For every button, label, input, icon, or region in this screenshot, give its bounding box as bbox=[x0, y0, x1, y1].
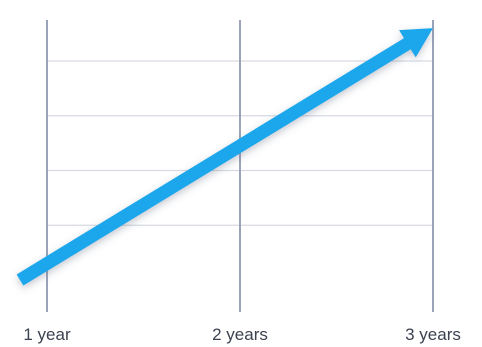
trend-arrow bbox=[16, 28, 433, 286]
x-tick-label: 3 years bbox=[405, 325, 461, 344]
arrowhead bbox=[399, 28, 433, 58]
x-tick-label: 1 year bbox=[23, 325, 71, 344]
x-tick-label: 2 years bbox=[212, 325, 268, 344]
series-group bbox=[16, 28, 433, 286]
x-tick-labels: 1 year 2 years 3 years bbox=[23, 325, 461, 344]
trend-line bbox=[16, 37, 413, 286]
